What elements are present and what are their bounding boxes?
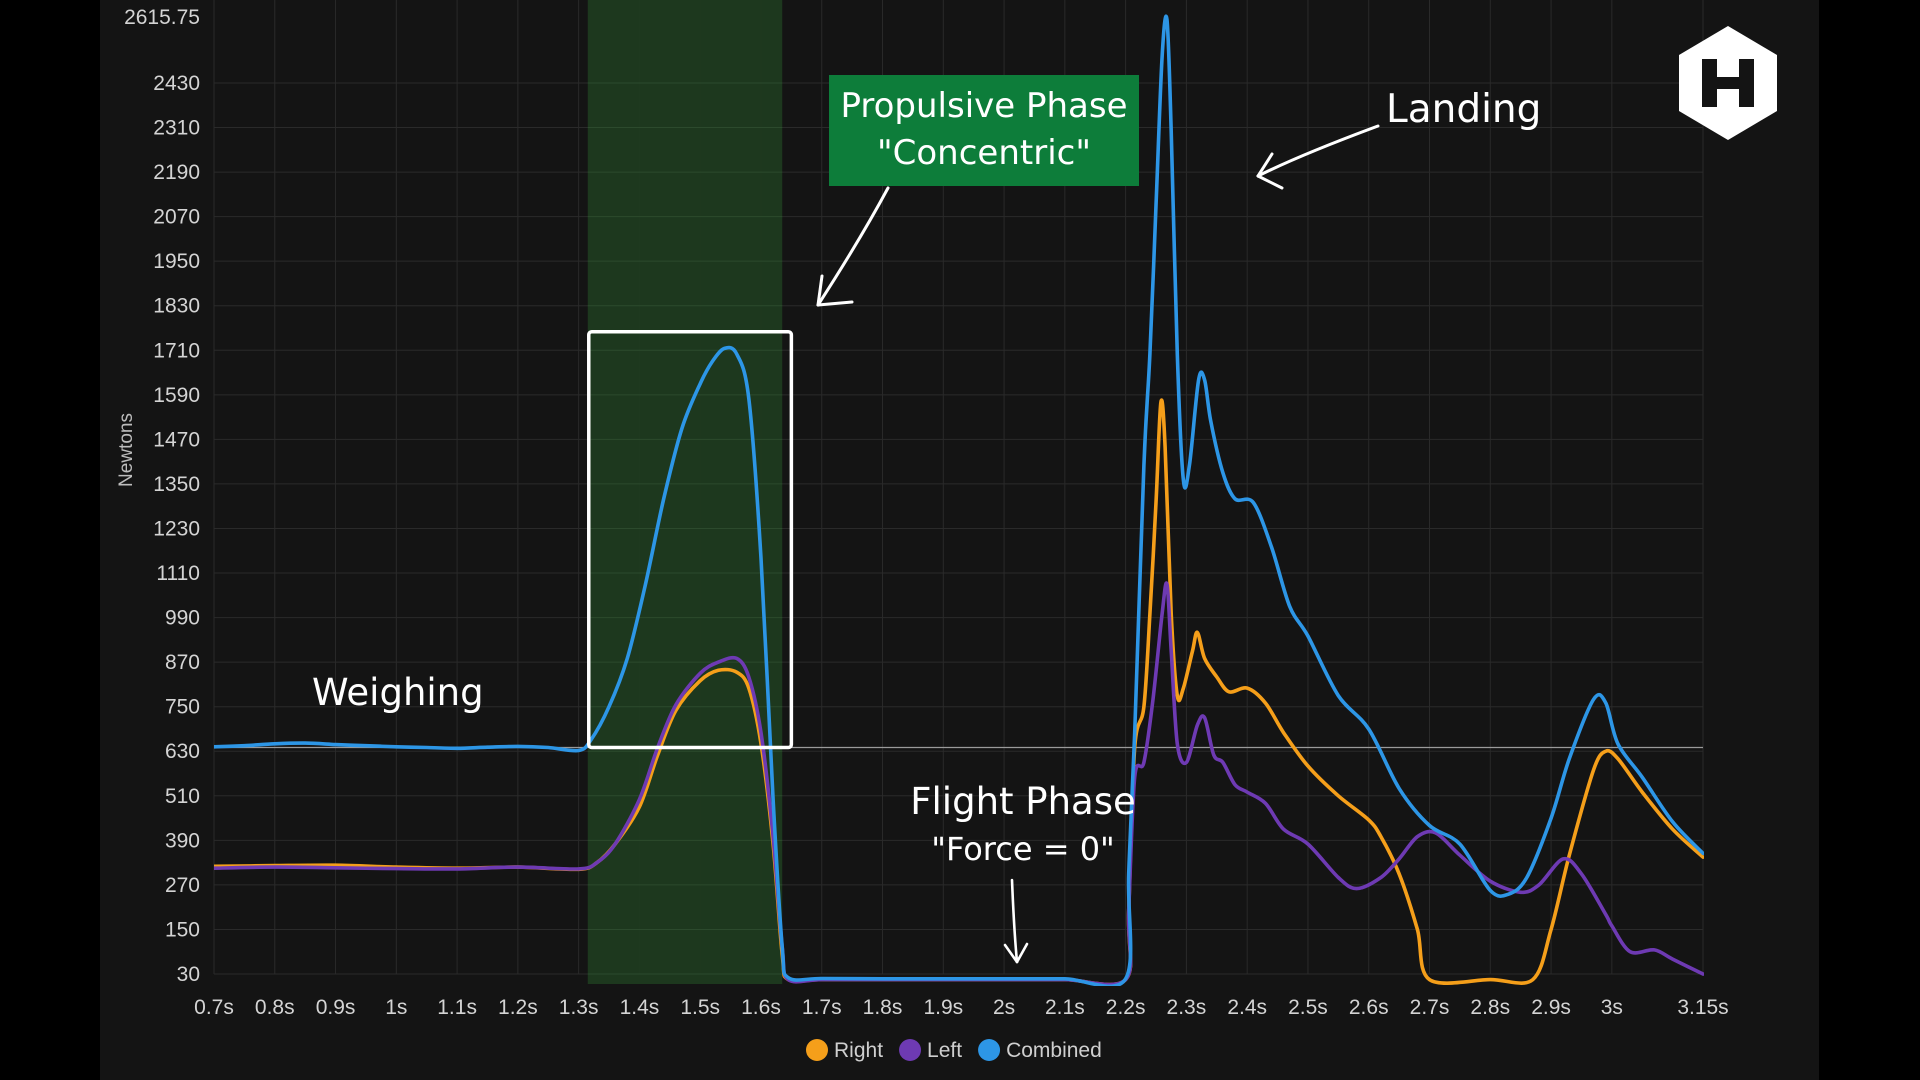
propulsive-highlight-rect	[587, 329, 794, 750]
propulsive-arrow	[816, 186, 890, 307]
y-tick-label: 390	[165, 829, 200, 852]
x-axis-ticks: 0.7s 0.8s 0.9s 1s 1.1s 1.2s 1.3s 1.4s 1.5s 1.6s 1.…	[194, 996, 1729, 1019]
y-tick-label: 2310	[153, 117, 200, 140]
flight-arrow	[1003, 878, 1029, 964]
annotation-flight-line1: Flight Phase	[910, 780, 1136, 823]
y-tick-label: 1830	[153, 295, 200, 318]
legend-label-left: Left	[927, 1039, 962, 1062]
x-tick-label: 2.3s	[1167, 996, 1207, 1019]
grid-lines-overlay	[587, 82, 783, 975]
legend-swatch-combined	[978, 1039, 1001, 1061]
x-tick-label: 3s	[1601, 996, 1623, 1019]
y-tick-label: 1950	[153, 250, 200, 273]
hexagon-h-logo	[1679, 26, 1777, 140]
propulsive-phase-band	[587, 0, 783, 984]
x-tick-label: 2.5s	[1288, 996, 1328, 1019]
y-tick-label: 30	[177, 963, 200, 986]
y-tick-label: 1350	[153, 473, 200, 496]
x-tick-label: 3.15s	[1677, 996, 1728, 1019]
legend: Right Left Combined	[806, 1039, 1102, 1062]
x-tick-label: 2.8s	[1470, 996, 1510, 1019]
propulsive-phase-label-box	[829, 75, 1139, 186]
y-tick-label: 1590	[153, 384, 200, 407]
y-axis-label: Newtons	[116, 413, 137, 487]
x-tick-label: 1.4s	[620, 996, 660, 1019]
legend-label-combined: Combined	[1006, 1039, 1102, 1062]
x-tick-label: 1.3s	[559, 996, 599, 1019]
annotation-flight-line2: "Force = 0"	[931, 830, 1115, 868]
x-tick-label: 1.7s	[802, 996, 842, 1019]
x-tick-label: 1.8s	[863, 996, 903, 1019]
x-tick-label: 0.7s	[194, 996, 234, 1019]
y-tick-label: 2430	[153, 72, 200, 95]
x-tick-label: 1.9s	[923, 996, 963, 1019]
x-tick-label: 2.9s	[1531, 996, 1571, 1019]
x-tick-label: 1.2s	[498, 996, 538, 1019]
legend-swatch-right	[806, 1039, 828, 1061]
x-tick-label: 2.1s	[1045, 996, 1085, 1019]
x-tick-label: 1.6s	[741, 996, 781, 1019]
y-tick-label: 630	[165, 740, 200, 763]
x-tick-label: 0.8s	[255, 996, 295, 1019]
x-tick-label: 2.2s	[1106, 996, 1146, 1019]
x-tick-label: 2.7s	[1410, 996, 1450, 1019]
legend-swatch-left	[899, 1039, 922, 1061]
x-tick-label: 2s	[993, 996, 1015, 1019]
y-tick-label: 150	[165, 918, 200, 941]
x-tick-label: 0.9s	[316, 996, 356, 1019]
annotation-landing: Landing	[1386, 87, 1541, 132]
annotation-weighing: Weighing	[312, 671, 484, 714]
y-tick-label: 1230	[153, 517, 200, 540]
y-axis-ticks: 30 150 270 390 510 630 750 870 990 1110 1230 1350 14…	[124, 6, 200, 986]
y-tick-label: 510	[165, 785, 200, 808]
y-tick-label: 990	[165, 607, 200, 630]
y-tick-label: 2190	[153, 161, 200, 184]
x-tick-label: 2.6s	[1349, 996, 1389, 1019]
y-tick-label: 1470	[153, 428, 200, 451]
landing-arrow	[1256, 124, 1380, 190]
x-tick-label: 1.5s	[680, 996, 720, 1019]
y-tick-label: 2070	[153, 206, 200, 229]
annotation-propulsive-line2: "Concentric"	[877, 133, 1091, 173]
y-tick-label-max: 2615.75	[124, 6, 200, 29]
chart-panel: 30 150 270 390 510 630 750 870 990 1110 1230 1350 14…	[100, 0, 1819, 1080]
y-tick-label: 1710	[153, 339, 200, 362]
legend-label-right: Right	[834, 1039, 883, 1062]
y-tick-label: 1110	[156, 562, 200, 585]
y-tick-label: 870	[165, 651, 200, 674]
series-line-right	[214, 398, 1704, 986]
force-time-chart: 30 150 270 390 510 630 750 870 990 1110 1230 1350 14…	[116, 0, 1777, 1062]
x-tick-label: 1.1s	[437, 996, 477, 1019]
y-tick-label: 750	[165, 696, 200, 719]
x-tick-label: 1s	[385, 996, 407, 1019]
x-tick-label: 2.4s	[1227, 996, 1267, 1019]
y-tick-label: 270	[165, 874, 200, 897]
annotation-propulsive-line1: Propulsive Phase	[840, 86, 1127, 126]
